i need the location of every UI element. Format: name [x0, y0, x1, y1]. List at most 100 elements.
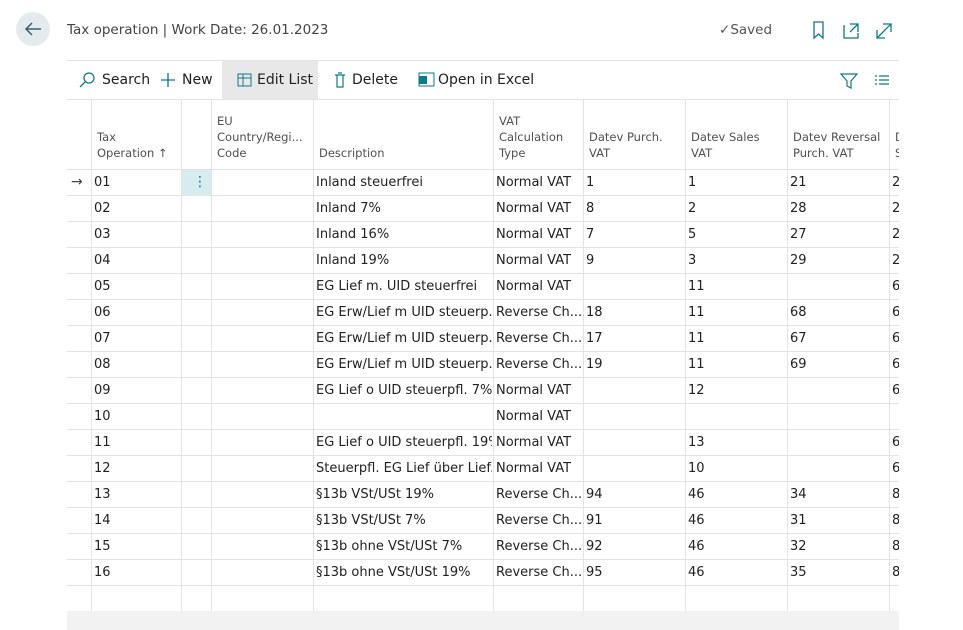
- table-cell: 16: [94, 565, 111, 580]
- row-line: [67, 169, 899, 170]
- table-cell: 12: [94, 461, 111, 476]
- column-header[interactable]: VAT: [691, 146, 713, 160]
- column-header[interactable]: EU: [217, 114, 233, 128]
- toolbar-new[interactable]: New: [182, 72, 213, 88]
- table-cell: 3: [688, 253, 697, 268]
- divider: [67, 60, 899, 61]
- table-cell: 46: [688, 565, 705, 580]
- table-cell: 6: [892, 357, 899, 372]
- table-cell: 32: [790, 539, 807, 554]
- table-cell: 67: [790, 331, 807, 346]
- table-cell: 2: [892, 227, 899, 242]
- table-cell: 15: [94, 539, 111, 554]
- row-line: [67, 247, 899, 248]
- table-cell: 92: [586, 539, 603, 554]
- toolbar-delete[interactable]: Delete: [352, 72, 398, 88]
- table-cell: §13b ohne VSt/USt 7%: [316, 539, 463, 554]
- column-header[interactable]: VAT: [589, 146, 611, 160]
- table-cell: 06: [94, 305, 111, 320]
- table-cell: 04: [94, 253, 111, 268]
- table-cell: Normal VAT: [496, 175, 572, 190]
- table-cell: 1: [688, 175, 697, 190]
- column-header[interactable]: S: [895, 146, 899, 160]
- divider: [67, 99, 899, 100]
- row-line: [67, 403, 899, 404]
- saved-status: ✓Saved: [719, 22, 773, 38]
- column-line: [211, 100, 212, 611]
- table-cell: Normal VAT: [496, 435, 572, 450]
- column-header[interactable]: Description: [319, 146, 385, 160]
- table-cell: 2: [892, 201, 899, 216]
- column-header[interactable]: Calculation: [499, 130, 564, 144]
- table-cell: 35: [790, 565, 807, 580]
- filter-icons[interactable]: [838, 70, 898, 92]
- header-icons[interactable]: [805, 18, 900, 44]
- table-cell: Reverse Ch...: [496, 487, 582, 502]
- toolbar-excel[interactable]: Open in Excel: [438, 72, 535, 88]
- status-text: Saved: [730, 22, 773, 38]
- toolbar-search[interactable]: Search: [102, 72, 151, 88]
- table: Tax Operation ↑ EU Country/Regi... Code Descr…: [67, 100, 899, 611]
- table-cell: Reverse Ch...: [496, 513, 582, 528]
- row-line: [67, 429, 899, 430]
- table-cell: 18: [586, 305, 603, 320]
- column-header[interactable]: Purch. VAT: [793, 146, 854, 160]
- table-cell: 46: [688, 539, 705, 554]
- table-cell: 11: [688, 331, 705, 346]
- table-cell: 02: [94, 201, 111, 216]
- column-header[interactable]: VAT: [499, 114, 521, 128]
- table-cell: 03: [94, 227, 111, 242]
- table-cell: §13b VSt/USt 19%: [316, 487, 434, 502]
- column-header[interactable]: Code: [217, 146, 247, 160]
- table-cell: 19: [586, 357, 603, 372]
- row-line: [67, 273, 899, 274]
- table-cell: EG Erw/Lief m UID steuerp...: [316, 357, 492, 372]
- toolbar-icons: [79, 72, 435, 88]
- column-header[interactable]: Tax: [97, 130, 116, 144]
- table-cell: 09: [94, 383, 111, 398]
- toolbar-edit-list[interactable]: Edit List: [257, 72, 314, 88]
- row-actions-cell: [182, 170, 211, 195]
- table-cell: Normal VAT: [496, 201, 572, 216]
- back-icon: [24, 22, 41, 36]
- table-cell: Inland 16%: [316, 227, 390, 242]
- column-header[interactable]: Datev Purch.: [589, 130, 663, 144]
- column-header[interactable]: Operation ↑: [97, 146, 168, 160]
- table-cell: 13: [94, 487, 111, 502]
- table-cell: 08: [94, 357, 111, 372]
- table-cell: 8: [892, 487, 899, 502]
- row-line: [67, 455, 899, 456]
- column-header[interactable]: Datev Sales: [691, 130, 760, 144]
- table-cell: 13: [688, 435, 705, 450]
- row-actions[interactable]: ⋮: [193, 174, 207, 190]
- table-cell: 6: [892, 435, 899, 450]
- row-line: [67, 559, 899, 560]
- table-cell: 01: [94, 175, 111, 190]
- table-cell: 21: [790, 175, 807, 190]
- back-button[interactable]: [16, 12, 50, 46]
- table-cell: 11: [688, 305, 705, 320]
- table-cell: 2: [688, 201, 697, 216]
- row-line: [67, 377, 899, 378]
- column-header[interactable]: D: [895, 129, 899, 145]
- table-cell: EG Erw/Lief m UID steuerp...: [316, 305, 492, 320]
- row-line: [67, 221, 899, 222]
- table-cell: 7: [586, 227, 595, 242]
- table-cell: 6: [892, 383, 899, 398]
- table-cell: Normal VAT: [496, 253, 572, 268]
- table-cell: §13b ohne VSt/USt 19%: [316, 565, 471, 580]
- column-header[interactable]: Type: [499, 146, 526, 160]
- column-header[interactable]: Datev Reversal: [793, 130, 881, 144]
- table-cell: 46: [688, 513, 705, 528]
- footer-area: [67, 611, 899, 630]
- table-cell: 14: [94, 513, 111, 528]
- table-cell: 8: [892, 513, 899, 528]
- table-cell: 10: [688, 461, 705, 476]
- column-header[interactable]: Country/Regi...: [217, 130, 303, 144]
- row-line: [67, 533, 899, 534]
- table-cell: 94: [586, 487, 603, 502]
- table-cell: Normal VAT: [496, 279, 572, 294]
- table-cell: 11: [688, 357, 705, 372]
- table-cell: 1: [586, 175, 595, 190]
